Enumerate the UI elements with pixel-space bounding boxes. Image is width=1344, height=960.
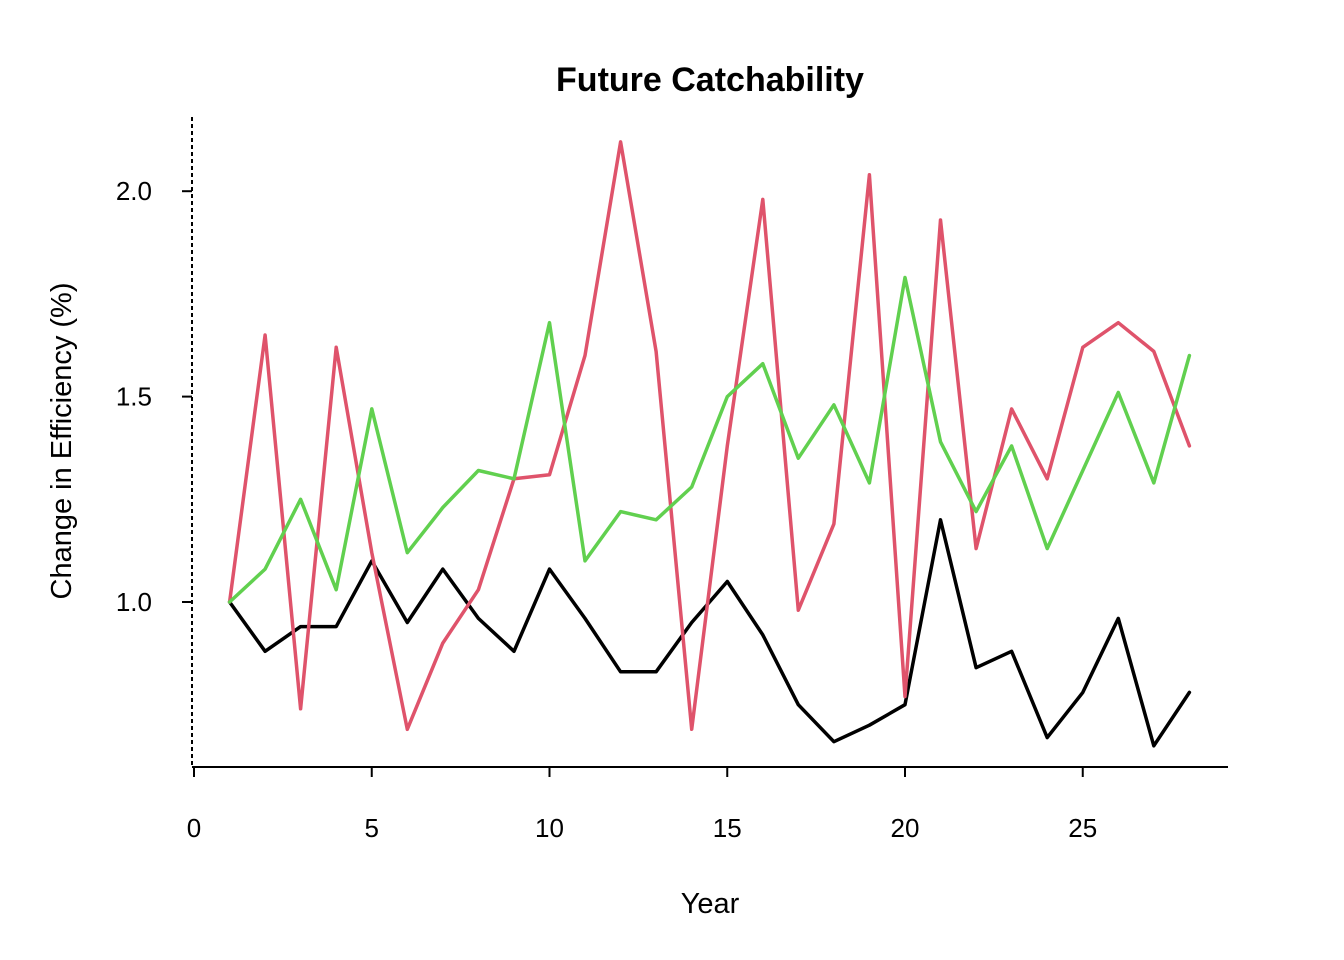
x-axis-label: Year xyxy=(681,888,740,920)
chart-title: Future Catchability xyxy=(556,61,864,99)
x-tick-label: 15 xyxy=(713,813,742,843)
series-line-3 xyxy=(227,275,1192,604)
y-tick-label: 2.0 xyxy=(116,176,152,206)
y-tick-label: 1.0 xyxy=(116,587,152,617)
y-axis-label: Change in Efficiency (%) xyxy=(46,282,78,599)
series-line-2 xyxy=(227,140,1192,732)
series-line-1 xyxy=(227,518,1192,748)
y-tick-label: 1.5 xyxy=(116,382,152,412)
x-tick-label: 25 xyxy=(1068,813,1097,843)
x-tick-label: 5 xyxy=(365,813,379,843)
x-tick-label: 0 xyxy=(187,813,201,843)
y-axis-ticks: 1.0 1.5 2.0 xyxy=(116,176,192,617)
x-tick-label: 20 xyxy=(891,813,920,843)
plot-area xyxy=(227,140,1192,748)
x-tick-label: 10 xyxy=(535,813,564,843)
x-axis-ticks: 0 5 10 15 20 25 xyxy=(187,767,1097,843)
